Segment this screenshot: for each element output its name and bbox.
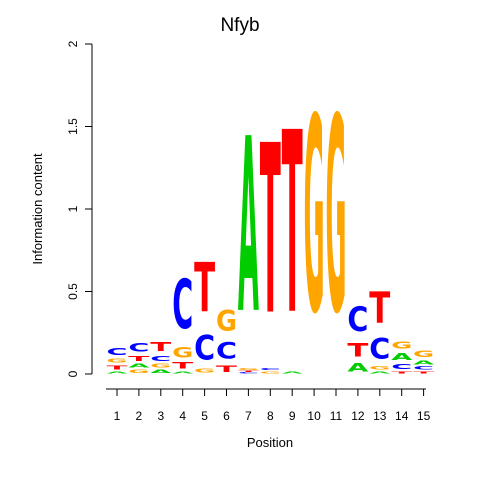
letter-G: G: [260, 371, 281, 374]
x-tick-label: 1: [114, 409, 121, 423]
logo-column: AT: [282, 79, 303, 374]
x-tick-label: 2: [136, 409, 143, 423]
letter-G: G: [304, 61, 325, 374]
letter-C: C: [391, 363, 412, 371]
x-tick-label: 10: [307, 409, 321, 423]
x-tick-label: 15: [417, 409, 431, 423]
letter-T: T: [128, 354, 150, 362]
logo-column: ATC: [347, 301, 369, 374]
letter-A: A: [391, 351, 412, 363]
letter-G: G: [150, 363, 171, 369]
letter-G: G: [369, 366, 390, 371]
letter-A: A: [347, 361, 368, 374]
letter-C: C: [260, 367, 281, 370]
x-tick-label: 14: [395, 409, 409, 423]
letter-C: C: [238, 372, 259, 374]
letter-A: A: [238, 89, 259, 367]
letter-G: G: [216, 306, 237, 338]
letter-G: G: [172, 344, 193, 360]
letter-A: A: [369, 371, 390, 374]
letter-T: T: [391, 371, 412, 374]
letter-G: G: [194, 368, 215, 374]
letter-A: A: [150, 369, 171, 374]
letter-C: C: [216, 339, 237, 365]
letter-G: G: [107, 358, 128, 364]
letter-C: C: [413, 366, 434, 371]
letter-C: C: [369, 333, 390, 366]
letter-T: T: [282, 79, 303, 370]
letter-T: T: [107, 364, 128, 371]
logo-column: TCG: [216, 306, 238, 374]
x-tick-label: 8: [267, 409, 274, 423]
y-tick-label: 1: [66, 205, 80, 212]
letter-G: G: [326, 61, 347, 374]
x-tick-label: 3: [157, 409, 164, 423]
chart-title: Nfyb: [220, 15, 259, 36]
y-tick-label: 2: [66, 40, 80, 47]
letter-T: T: [216, 364, 238, 374]
letter-C: C: [347, 301, 368, 340]
letter-A: A: [107, 371, 128, 374]
letter-G: G: [128, 369, 149, 374]
letter-A: A: [282, 371, 303, 374]
x-tick-label: 4: [179, 409, 186, 423]
letter-T: T: [150, 339, 171, 354]
letter-C: C: [150, 354, 171, 362]
letter-G: G: [391, 339, 412, 351]
letter-T: T: [260, 97, 281, 368]
x-axis-label: Position: [247, 435, 293, 450]
logo-column: GCT: [260, 97, 281, 374]
letter-G: G: [413, 350, 434, 360]
x-tick-label: 6: [223, 409, 230, 423]
letter-C: C: [172, 267, 193, 345]
letter-T: T: [369, 284, 391, 333]
y-axis-label: Information content: [30, 153, 45, 265]
y-tick-label: 0.5: [66, 283, 80, 300]
y-axis-ticks: 0 0.5 1 1.5 2: [66, 40, 92, 377]
x-axis-ticks: 1 2 3 4 5 6 7 8 9 10 11 12 13 14 15: [114, 389, 431, 423]
letter-A: A: [172, 371, 193, 374]
x-tick-label: 9: [289, 409, 296, 423]
x-tick-label: 5: [201, 409, 208, 423]
logo-column: GCT: [194, 250, 215, 374]
letter-T: T: [347, 339, 369, 361]
y-tick-label: 1.5: [66, 118, 80, 135]
letter-T: T: [238, 371, 259, 373]
x-tick-label: 11: [330, 409, 343, 423]
letter-T: T: [172, 361, 194, 371]
letter-T: T: [194, 250, 215, 329]
x-tick-label: 7: [245, 409, 252, 423]
x-tick-label: 13: [373, 409, 387, 423]
letter-A: A: [128, 363, 150, 370]
letter-A: A: [413, 359, 435, 366]
logo-column: G: [304, 61, 325, 374]
letter-G: G: [238, 368, 259, 371]
x-tick-label: 12: [351, 409, 365, 423]
letter-C: C: [107, 346, 128, 358]
letter-C: C: [128, 342, 149, 355]
letter-T: T: [413, 371, 434, 374]
y-tick-label: 0: [66, 370, 80, 377]
letter-C: C: [194, 329, 215, 368]
logo-column: G: [326, 61, 347, 374]
